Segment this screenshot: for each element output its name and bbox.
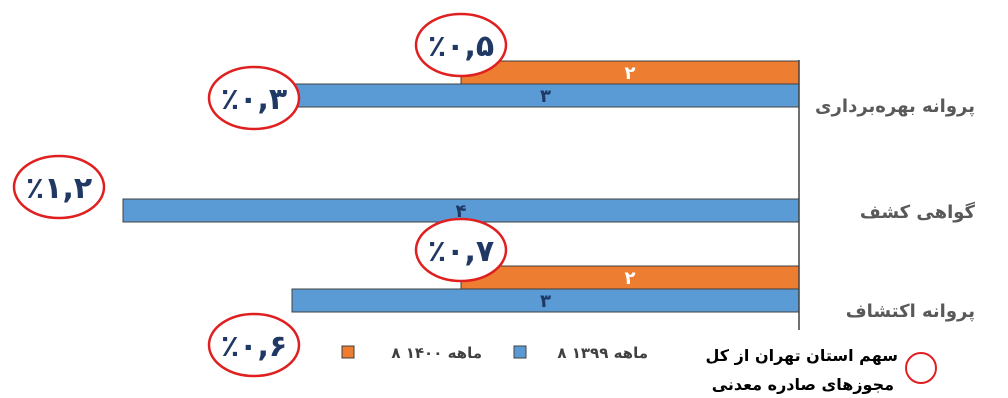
bar-value-label-s1-c1: ۴ bbox=[456, 201, 467, 222]
category-label-1: گواهی کشف bbox=[860, 201, 976, 223]
category-label-2: پروانه اکتشاف bbox=[846, 301, 975, 322]
share-label-s0-c2: ٪۰,۷ bbox=[428, 234, 494, 269]
share-circle-icon-s1-c2 bbox=[207, 312, 301, 378]
share-note-circle-icon bbox=[905, 352, 937, 384]
share-circle-icon-s0-c0 bbox=[414, 12, 508, 78]
legend-swatch-1400 bbox=[341, 345, 355, 359]
legend: ۸ ماهه ۱۴۰۰ ۸ ماهه ۱۳۹۹ bbox=[341, 344, 648, 362]
legend-label-1399: ۸ ماهه ۱۳۹۹ bbox=[557, 344, 648, 362]
category-label-0: پروانه بهره‌برداری bbox=[815, 96, 975, 117]
share-label-s1-c0: ٪۰,۳ bbox=[221, 82, 287, 117]
category-labels: پروانه بهره‌برداری گواهی کشف پروانه اکتشاف bbox=[815, 96, 975, 322]
share-circle-icon-s0-c2 bbox=[414, 217, 508, 283]
share-circle-icon-s1-c1 bbox=[12, 154, 106, 220]
bar-value-label-s0-c2: ۲ bbox=[625, 268, 636, 289]
share-circle-icon-s1-c0 bbox=[207, 65, 301, 131]
share-note-line-1: سهم استان تهران از کل bbox=[706, 346, 898, 365]
share-label-s0-c0: ٪۰,۵ bbox=[428, 29, 494, 64]
share-note: سهم استان تهران از کل مجوزهای صادره معدن… bbox=[706, 346, 937, 394]
share-annotations: ٪۰,۵ ٪۰,۷ ٪۰,۳ ٪۱,۲ ٪۰,۶ bbox=[12, 12, 508, 378]
bar-value-label-s0-c0: ۲ bbox=[625, 63, 636, 84]
share-label-s1-c2: ٪۰,۶ bbox=[221, 329, 287, 364]
bar-value-label-s1-c0: ۳ bbox=[540, 86, 551, 107]
legend-label-1400: ۸ ماهه ۱۴۰۰ bbox=[391, 344, 482, 362]
legend-swatch-1399 bbox=[513, 345, 527, 359]
bar-value-label-s1-c2: ۳ bbox=[540, 291, 551, 312]
share-note-line-2: مجوزهای صادره معدنی bbox=[712, 375, 894, 394]
share-label-s1-c1: ٪۱,۲ bbox=[26, 171, 92, 206]
